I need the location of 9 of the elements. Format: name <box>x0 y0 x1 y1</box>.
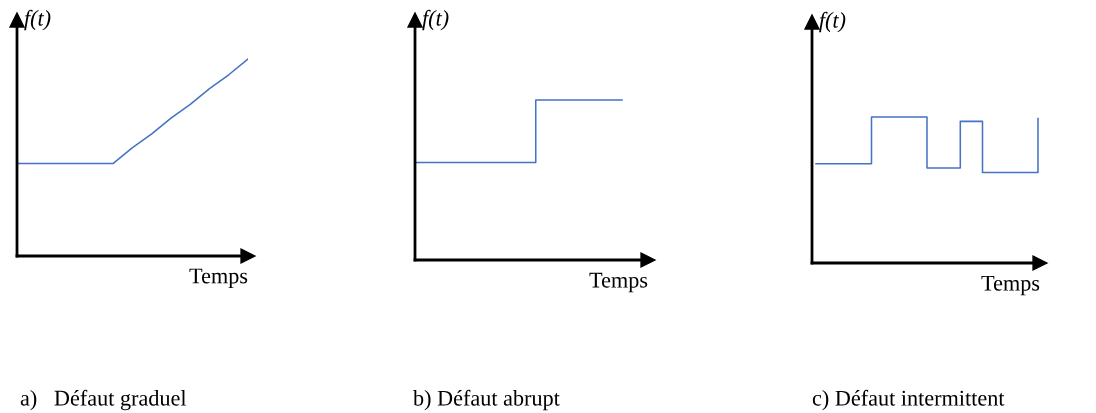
text: c) Défaut intermittent <box>812 389 1005 411</box>
y-axis-title: f(t) <box>24 9 51 31</box>
y-axis-title: f(t) <box>422 9 449 31</box>
x-axis-title: Temps <box>981 275 1040 296</box>
y-axis-title: f(t) <box>819 11 846 33</box>
text: b) Défaut abrupt <box>413 389 560 411</box>
x-axis-title: Temps <box>189 268 248 288</box>
text: a) Défaut graduel <box>20 389 187 411</box>
x-axis-title: Temps <box>589 272 648 293</box>
